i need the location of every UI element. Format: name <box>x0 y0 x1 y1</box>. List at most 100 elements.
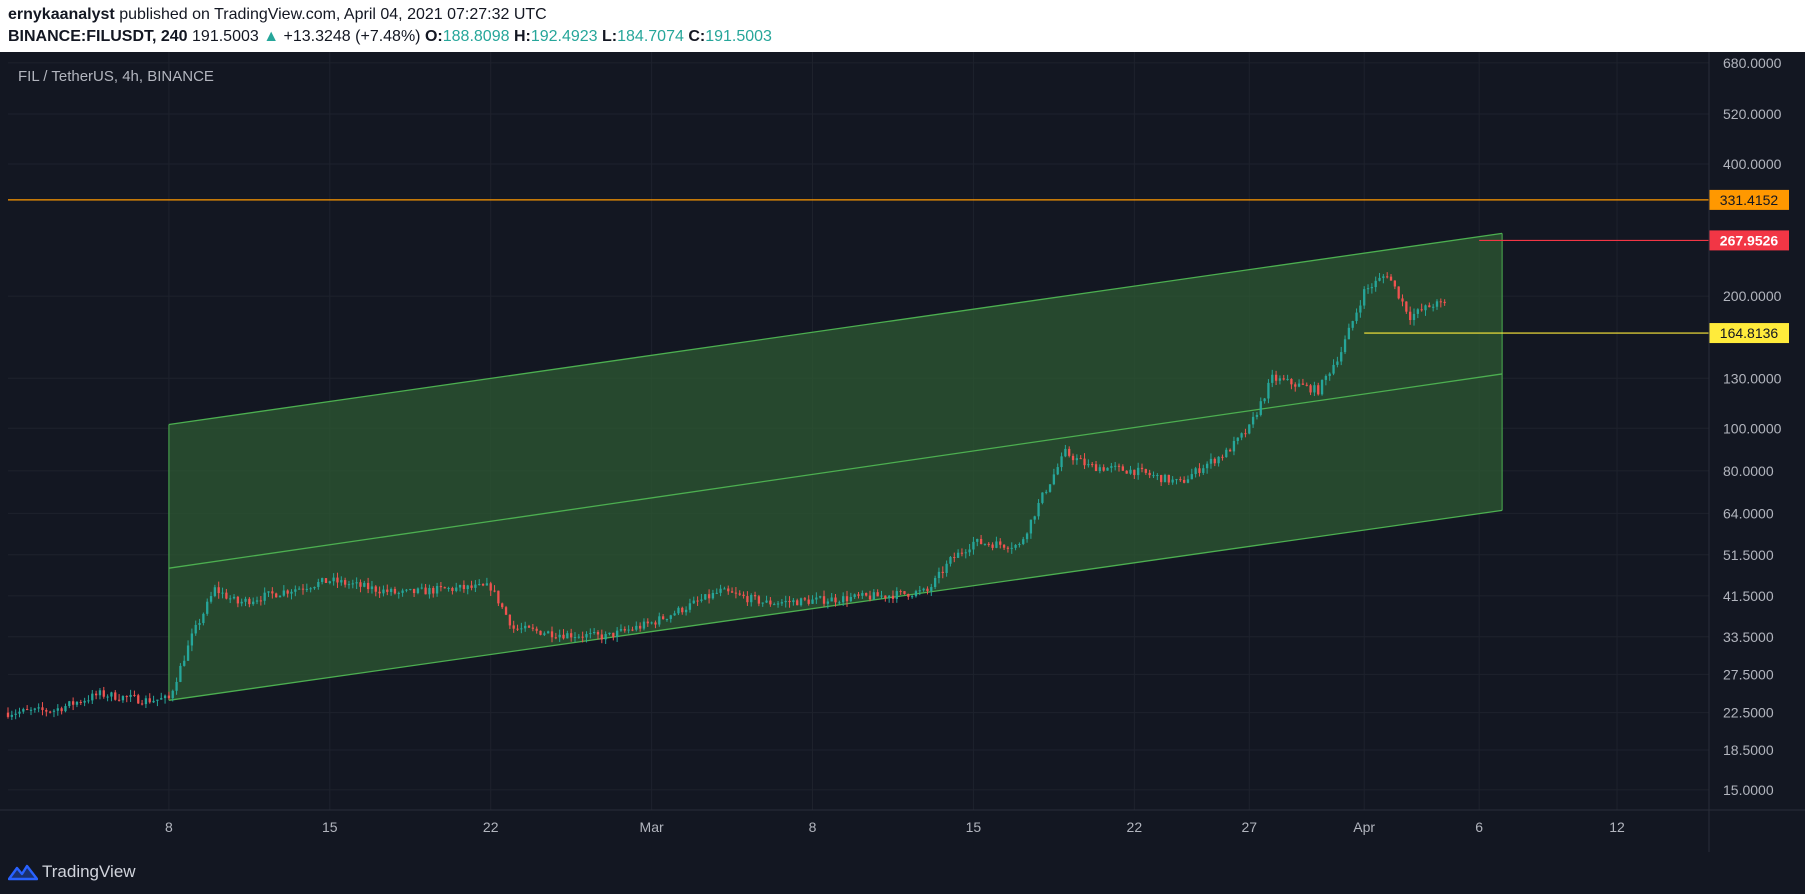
candle <box>1075 454 1079 465</box>
x-tick-label: 8 <box>809 819 817 835</box>
channel-upper-line[interactable] <box>168 232 1503 426</box>
candle-body <box>1439 301 1442 303</box>
candle-body <box>282 590 285 596</box>
candle-body <box>550 631 554 638</box>
candle-body <box>397 592 400 594</box>
candle-body <box>773 604 776 606</box>
candle <box>765 595 768 604</box>
candle <box>520 622 523 634</box>
candle <box>1079 455 1082 460</box>
candle-body <box>10 714 13 717</box>
candle-body <box>727 588 730 592</box>
candle-body <box>1359 305 1362 313</box>
candle-body <box>163 695 167 699</box>
candle-body <box>209 596 213 602</box>
candle <box>489 581 492 596</box>
candle <box>784 595 787 608</box>
candle-body <box>654 622 657 625</box>
candle-body <box>1190 474 1193 480</box>
candle-body <box>807 599 810 604</box>
candle-body <box>865 593 868 596</box>
candle-body <box>140 703 144 705</box>
candle <box>903 591 906 595</box>
candle <box>1271 369 1274 388</box>
candle-body <box>1317 385 1320 395</box>
candle <box>753 591 757 600</box>
close-label: C: <box>688 28 706 45</box>
candle-body <box>232 596 236 599</box>
candle <box>428 584 431 599</box>
y-tick-label: 27.5000 <box>1723 666 1774 682</box>
candle <box>589 628 592 639</box>
candle-body <box>1179 479 1182 481</box>
author-name[interactable]: ernykaanalyst <box>8 6 115 23</box>
candle-body <box>451 588 454 591</box>
candle <box>719 584 722 597</box>
candle <box>1179 476 1182 482</box>
candle <box>79 699 82 706</box>
candle <box>995 536 998 549</box>
candle-body <box>558 634 561 638</box>
candle <box>976 538 979 547</box>
candle <box>1091 462 1094 468</box>
candle-body <box>275 593 278 598</box>
candle-body <box>570 633 573 638</box>
candle-body <box>688 603 692 610</box>
candle-body <box>1052 474 1056 485</box>
y-tick-label: 41.5000 <box>1723 588 1774 604</box>
candle-body <box>1041 492 1044 503</box>
candle <box>129 689 132 702</box>
tradingview-brand[interactable]: TradingView <box>42 862 136 881</box>
candle-body <box>1079 458 1082 460</box>
candle-body <box>439 586 443 588</box>
chart-area[interactable]: 331.4152 267.9526 164.8136 680.0000 520.000… <box>0 52 1805 852</box>
candle <box>1244 428 1247 438</box>
candle <box>1389 274 1393 281</box>
candle <box>1137 462 1140 480</box>
candle-body <box>937 571 941 579</box>
candle-body <box>68 701 71 707</box>
candle <box>987 542 990 547</box>
candle-body <box>290 591 293 594</box>
candle <box>539 630 542 636</box>
y-tick-label: 520.0000 <box>1723 106 1782 122</box>
candle <box>1129 465 1132 475</box>
candle-body <box>1202 468 1205 473</box>
candle-body <box>1045 491 1048 493</box>
candle-body <box>1010 547 1013 549</box>
channel-middle-line[interactable] <box>168 373 1503 569</box>
candle <box>627 625 630 634</box>
candle-body <box>1114 465 1117 467</box>
candle-body <box>1386 276 1389 278</box>
candle-body <box>497 590 500 604</box>
candle <box>1064 444 1067 458</box>
candle <box>263 587 266 605</box>
candle-body <box>160 698 163 700</box>
candle <box>554 632 557 640</box>
candle <box>152 695 155 703</box>
candle-body <box>1251 416 1255 425</box>
candle <box>183 655 186 667</box>
candle <box>317 578 320 590</box>
candle-body <box>236 596 240 604</box>
candle <box>137 693 140 704</box>
candle <box>884 595 887 602</box>
candle-body <box>730 591 734 593</box>
candle <box>1014 544 1017 551</box>
tradingview-logo-icon[interactable] <box>8 862 38 882</box>
x-tick-label: Apr <box>1353 819 1375 835</box>
candle-body <box>1294 384 1297 387</box>
candle <box>1382 274 1385 284</box>
candle-body <box>612 632 615 638</box>
candle-body <box>18 711 21 714</box>
candle-body <box>240 601 243 604</box>
candle <box>1217 456 1220 467</box>
candle-body <box>412 588 416 594</box>
candle <box>543 631 546 637</box>
candle-body <box>589 633 592 635</box>
candle-body <box>1140 467 1144 470</box>
candle-body <box>922 588 925 591</box>
candle <box>1420 303 1423 312</box>
candle <box>650 621 653 625</box>
